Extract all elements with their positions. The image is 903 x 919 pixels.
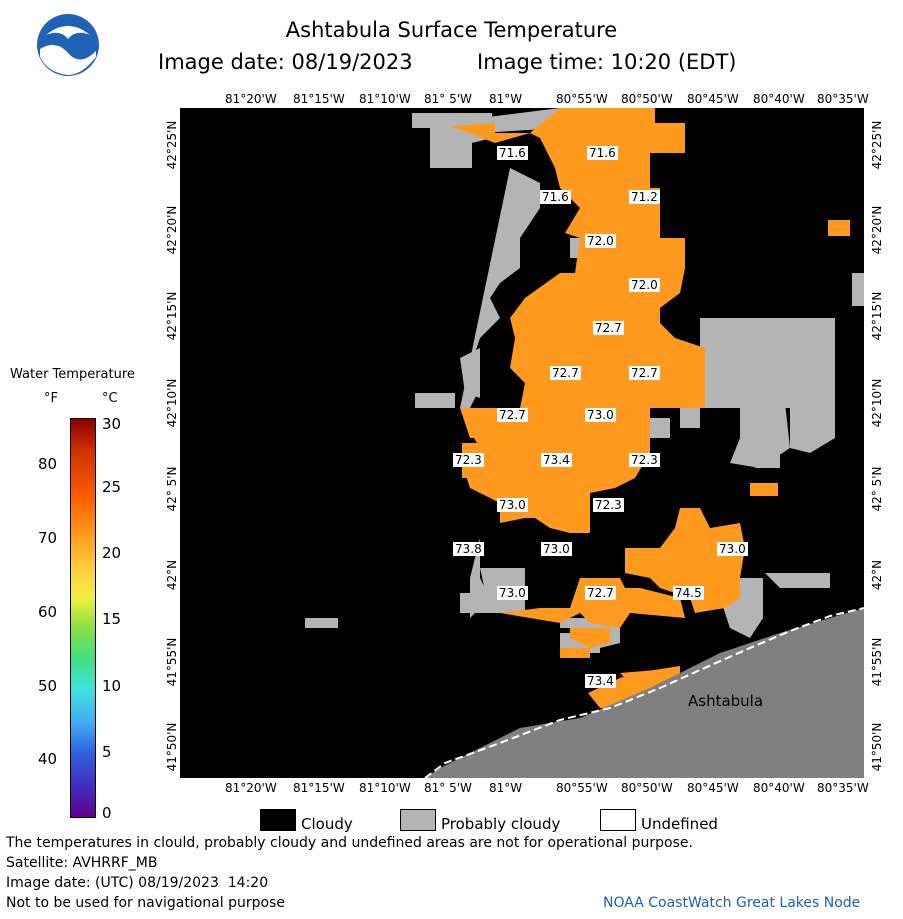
colorbar-c-tick: 10 xyxy=(102,677,122,695)
colorbar xyxy=(70,418,96,818)
temperature-label: 72.0 xyxy=(629,278,660,292)
map-title: Ashtabula Surface Temperature xyxy=(285,18,618,42)
undefined-swatch xyxy=(600,809,636,831)
lat-label-right-0: 42°25'N xyxy=(870,120,884,170)
unit-f: °F xyxy=(44,391,58,406)
probably-cloudy-swatch xyxy=(400,809,436,831)
colorbar-c-tick: 15 xyxy=(102,610,122,628)
lat-label-right-2: 42°15'N xyxy=(870,291,884,341)
temperature-label: 72.7 xyxy=(629,366,660,380)
footer-utc-date: Image date: (UTC) 08/19/2023 14:20 xyxy=(6,875,269,891)
colorbar-f-tick: 70 xyxy=(38,529,58,547)
water-areas xyxy=(450,108,850,708)
temperature-label: 72.3 xyxy=(453,453,484,467)
temperature-label: 71.6 xyxy=(587,146,618,160)
map-canvas xyxy=(305,108,864,778)
lat-label-right-4: 42° 5'N xyxy=(870,466,884,512)
legend-cloudy: Cloudy xyxy=(301,815,353,833)
lon-label-bottom-2: 81°10'W xyxy=(359,781,411,795)
temperature-label: 73.4 xyxy=(585,674,616,688)
unit-c: °C xyxy=(102,391,118,406)
footer-credit: NOAA CoastWatch Great Lakes Node xyxy=(603,895,861,911)
lat-label-left-6: 41°55'N xyxy=(165,637,179,687)
temperature-label: 74.5 xyxy=(673,586,704,600)
lon-label-top-1: 81°15'W xyxy=(293,92,345,106)
temperature-label: 71.6 xyxy=(540,190,571,204)
image-date: Image date: 08/19/2023 xyxy=(158,50,413,74)
legend-undefined: Undefined xyxy=(641,815,718,833)
lon-label-top-0: 81°20'W xyxy=(225,92,277,106)
lon-label-top-6: 80°50'W xyxy=(621,92,673,106)
temperature-label: 71.6 xyxy=(497,146,528,160)
footer-nav-warning: Not to be used for navigational purpose xyxy=(6,895,285,911)
temperature-label: 73.8 xyxy=(453,542,484,556)
temperature-label: 72.3 xyxy=(593,498,624,512)
lat-label-right-3: 42°10'N xyxy=(870,378,884,428)
cloudy-swatch xyxy=(260,809,296,831)
lon-label-top-9: 80°35'W xyxy=(817,92,869,106)
lon-label-top-4: 81°W xyxy=(489,92,523,106)
temperature-label: 73.0 xyxy=(717,542,748,556)
colorbar-c-tick: 20 xyxy=(102,544,122,562)
temperature-label: 72.0 xyxy=(585,234,616,248)
svg-text:NOAA: NOAA xyxy=(55,38,82,48)
lat-label-left-5: 42°N xyxy=(165,559,179,591)
lon-label-top-5: 80°55'W xyxy=(556,92,608,106)
temperature-label: 73.0 xyxy=(585,408,616,422)
colorbar-f-tick: 40 xyxy=(38,750,58,768)
lon-label-top-2: 81°10'W xyxy=(359,92,411,106)
colorbar-title: Water Temperature xyxy=(10,367,135,382)
lon-label-bottom-8: 80°40'W xyxy=(753,781,805,795)
lat-label-left-7: 41°50'N xyxy=(165,722,179,772)
temperature-label: 72.3 xyxy=(629,453,660,467)
image-time: Image time: 10:20 (EDT) xyxy=(477,50,737,74)
lat-label-right-7: 41°50'N xyxy=(870,722,884,772)
lon-label-bottom-6: 80°50'W xyxy=(621,781,673,795)
sst-map: Ashtabula 71.6 71.6 71.6 71.2 72.0 72.0 72.7 72… xyxy=(180,108,864,778)
temperature-label: 73.0 xyxy=(497,498,528,512)
lon-label-top-3: 81° 5'W xyxy=(424,92,472,106)
lat-label-left-4: 42° 5'N xyxy=(165,466,179,512)
lon-label-bottom-7: 80°45'W xyxy=(687,781,739,795)
lon-label-bottom-4: 81°W xyxy=(489,781,523,795)
lon-label-bottom-0: 81°20'W xyxy=(225,781,277,795)
colorbar-c-tick: 30 xyxy=(102,415,122,433)
colorbar-f-tick: 50 xyxy=(38,677,58,695)
lat-label-right-6: 41°55'N xyxy=(870,637,884,687)
lon-label-bottom-9: 80°35'W xyxy=(817,781,869,795)
colorbar-c-tick: 5 xyxy=(102,743,112,761)
temperature-label: 73.0 xyxy=(541,542,572,556)
lat-label-left-2: 42°15'N xyxy=(165,291,179,341)
place-label-ashtabula: Ashtabula xyxy=(688,692,764,710)
footer-disclaimer: The temperatures in clould, probably clo… xyxy=(6,835,693,851)
lat-label-right-5: 42°N xyxy=(870,559,884,591)
noaa-logo: NOAA xyxy=(36,13,100,77)
lon-label-top-8: 80°40'W xyxy=(753,92,805,106)
lon-label-bottom-3: 81° 5'W xyxy=(424,781,472,795)
temperature-label: 72.7 xyxy=(585,586,616,600)
colorbar-c-tick: 0 xyxy=(102,804,112,822)
temperature-label: 72.7 xyxy=(550,366,581,380)
lon-label-top-7: 80°45'W xyxy=(687,92,739,106)
lon-label-bottom-5: 80°55'W xyxy=(556,781,608,795)
colorbar-f-tick: 80 xyxy=(38,455,58,473)
legend-probably-cloudy: Probably cloudy xyxy=(441,815,561,833)
land-area xyxy=(425,608,864,778)
temperature-label: 72.7 xyxy=(593,321,624,335)
temperature-label: 71.2 xyxy=(629,190,660,204)
colorbar-c-tick: 25 xyxy=(102,478,122,496)
lat-label-right-1: 42°20'N xyxy=(870,205,884,255)
colorbar-f-tick: 60 xyxy=(38,603,58,621)
lon-label-bottom-1: 81°15'W xyxy=(293,781,345,795)
temperature-label: 72.7 xyxy=(497,408,528,422)
temperature-label: 73.4 xyxy=(541,453,572,467)
footer-satellite: Satellite: AVHRRF_MB xyxy=(6,855,158,871)
lat-label-left-1: 42°20'N xyxy=(165,205,179,255)
temperature-label: 73.0 xyxy=(497,586,528,600)
lat-label-left-3: 42°10'N xyxy=(165,378,179,428)
lat-label-left-0: 42°25'N xyxy=(165,120,179,170)
